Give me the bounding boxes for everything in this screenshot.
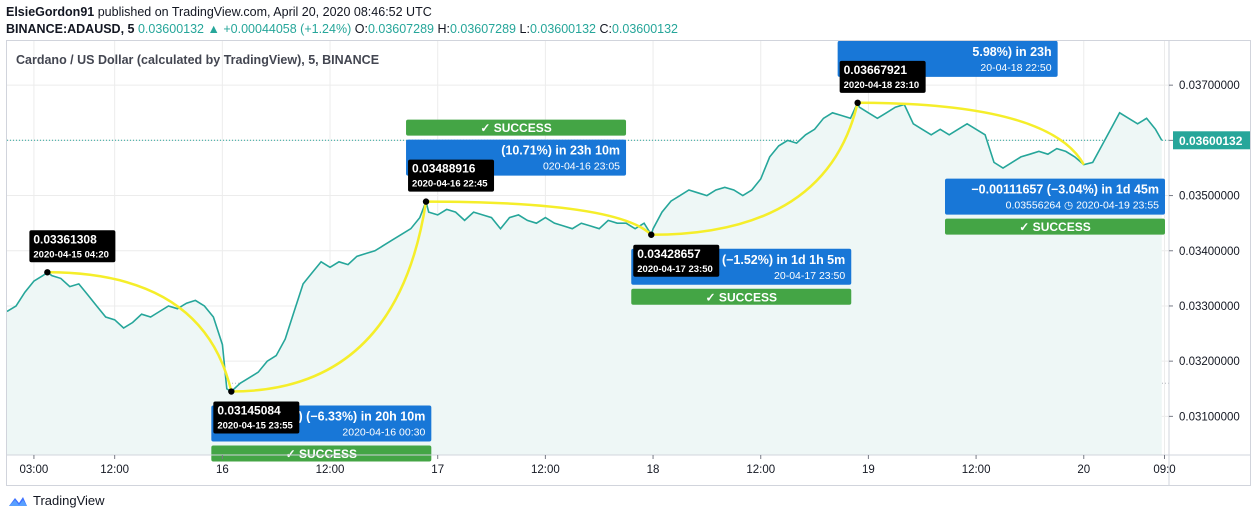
prediction-change-text: (−1.52%) in 1d 1h 5m xyxy=(722,253,845,267)
author-name[interactable]: ElsieGordon91 xyxy=(6,5,95,19)
publish-line: ElsieGordon91 published on TradingView.c… xyxy=(6,5,432,19)
x-tick-label: 12:00 xyxy=(962,464,991,476)
marker-box xyxy=(29,230,116,263)
status-badge xyxy=(211,445,432,462)
marker-time-text: 2020-04-18 23:10 xyxy=(844,80,920,91)
status-badge xyxy=(631,288,852,305)
marker-label: 0.03361308 2020-04-15 04:20 xyxy=(29,230,116,263)
marker-label: 0.03428657 2020-04-17 23:50 xyxy=(633,244,720,277)
prediction-time-text: 0.03556264 ◷ 2020-04-19 23:55 xyxy=(1006,200,1160,212)
projection-curve xyxy=(425,200,653,236)
open-label: O: xyxy=(354,22,368,36)
open-value: 0.03607289 xyxy=(367,22,434,36)
prediction-time-text: 20-04-17 23:50 xyxy=(774,270,845,282)
prediction-time-text: 20-04-18 22:50 xyxy=(980,62,1051,74)
footer-brand-label: TradingView xyxy=(33,493,105,508)
marker-dot xyxy=(854,99,861,107)
marker-price-text: 0.03428657 xyxy=(637,247,701,261)
current-price-tag xyxy=(1173,131,1250,150)
current-price-tag-text: 0.03600132 xyxy=(1179,134,1243,148)
prediction-change-text: −0.00111657 (−3.04%) in 1d 45m xyxy=(971,183,1159,197)
close-label: C: xyxy=(599,22,612,36)
high-value: 0.03607289 xyxy=(449,22,517,36)
prediction-box xyxy=(945,178,1165,215)
x-tick-label: 12:00 xyxy=(316,464,345,476)
x-tick-label: 17 xyxy=(431,464,444,476)
marker-dot xyxy=(228,388,235,395)
published-text: published on TradingView.com, April 20, … xyxy=(97,5,432,19)
marker-price-text: 0.03145084 xyxy=(217,404,281,418)
y-tick-label: 0.03100000 xyxy=(1179,411,1240,423)
symbol-label: BINANCE:ADAUSD, 5 xyxy=(6,22,135,36)
y-tick-label: 0.03200000 xyxy=(1179,356,1240,368)
y-tick-label: 0.03300000 xyxy=(1179,301,1240,313)
marker-box xyxy=(213,401,300,434)
prediction-change-text: (10.71%) in 23h 10m xyxy=(501,144,620,158)
projection-curve xyxy=(857,101,1085,166)
x-tick-label: 18 xyxy=(647,464,660,476)
x-tick-label: 16 xyxy=(216,464,229,476)
projection-curve xyxy=(651,102,859,237)
marker-label: 0.03667921 2020-04-18 23:10 xyxy=(839,60,926,93)
high-label: H: xyxy=(437,22,450,36)
series-area xyxy=(7,102,1162,456)
marker-dot xyxy=(648,231,655,238)
x-tick-label: 09:0 xyxy=(1153,464,1175,476)
y-tick-label: 0.03700000 xyxy=(1179,80,1240,92)
tradingview-logo-icon xyxy=(9,496,27,506)
price-chart[interactable]: ) (−6.33%) in 20h 10m 2020-04-16 00:30 ✓ S… xyxy=(7,41,1251,486)
marker-box xyxy=(408,159,495,192)
prediction-time-text: 020-04-16 23:05 xyxy=(543,161,620,173)
marker-time-text: 2020-04-17 23:50 xyxy=(637,264,713,275)
x-tick-label: 12:00 xyxy=(531,464,560,476)
marker-time-text: 2020-04-16 22:45 xyxy=(412,179,488,190)
y-tick-label: 0.03500000 xyxy=(1179,191,1240,203)
last-price: 0.03600132 xyxy=(137,22,205,36)
marker-dot xyxy=(44,269,51,276)
marker-time-text: 2020-04-15 04:20 xyxy=(33,249,109,260)
marker-price-text: 0.03667921 xyxy=(844,63,908,77)
status-text: ✓ SUCCESS xyxy=(286,447,357,461)
status-text: ✓ SUCCESS xyxy=(480,121,551,135)
symbol-line: BINANCE:ADAUSD, 5 0.03600132 ▲ +0.000440… xyxy=(6,22,678,36)
x-tick-label: 20 xyxy=(1077,464,1090,476)
change-arrow-icon: ▲ xyxy=(207,22,220,36)
projection-curve xyxy=(47,271,233,392)
marker-time-text: 2020-04-15 23:55 xyxy=(217,421,293,432)
prediction-label: −0.00111657 (−3.04%) in 1d 45m 0.03556264… xyxy=(945,178,1165,235)
projection-curve xyxy=(231,201,428,393)
marker-dot xyxy=(422,198,430,205)
prediction-change-text: 5.98%) in 23h xyxy=(972,45,1051,59)
close-value: 0.03600132 xyxy=(611,22,679,36)
prediction-change-text: ) (−6.33%) in 20h 10m xyxy=(299,410,426,424)
marker-label: 0.03488916 2020-04-16 22:45 xyxy=(408,159,495,192)
status-text: ✓ SUCCESS xyxy=(1019,220,1090,234)
chart-title: Cardano / US Dollar (calculated by Tradi… xyxy=(16,53,380,67)
marker-box xyxy=(839,60,926,93)
series-line xyxy=(7,100,1163,393)
chart-frame[interactable]: ) (−6.33%) in 20h 10m 2020-04-16 00:30 ✓ S… xyxy=(6,40,1251,486)
status-badge xyxy=(406,119,627,136)
marker-price-text: 0.03361308 xyxy=(33,232,97,246)
x-tick-label: 03:00 xyxy=(20,464,49,476)
status-text: ✓ SUCCESS xyxy=(706,290,777,304)
prediction-label: (10.71%) in 23h 10m 020-04-16 23:05 ✓ SUCC… xyxy=(406,119,627,176)
status-badge xyxy=(945,218,1165,235)
change-value: +0.00044058 (+1.24%) xyxy=(223,22,352,36)
footer-brand[interactable]: TradingView xyxy=(8,493,105,508)
marker-price-text: 0.03488916 xyxy=(412,162,476,176)
x-tick-label: 12:00 xyxy=(746,464,775,476)
x-tick-label: 12:00 xyxy=(100,464,129,476)
low-value: 0.03600132 xyxy=(529,22,596,36)
marker-label: 0.03145084 2020-04-15 23:55 xyxy=(213,401,300,434)
low-label: L: xyxy=(519,22,530,36)
x-tick-label: 19 xyxy=(862,464,875,476)
marker-box xyxy=(633,244,720,277)
y-tick-label: 0.03400000 xyxy=(1179,246,1240,258)
prediction-time-text: 2020-04-16 00:30 xyxy=(342,427,425,439)
